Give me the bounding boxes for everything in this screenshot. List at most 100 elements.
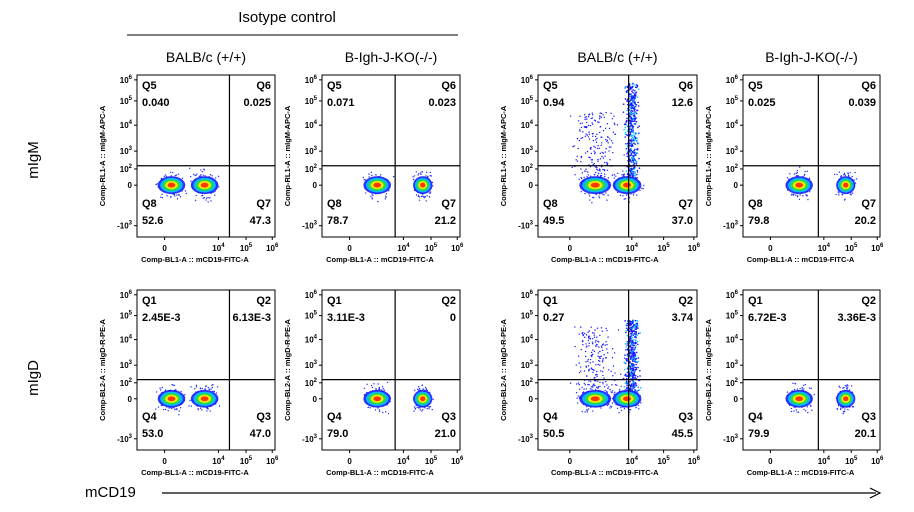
tick-label: 106 bbox=[120, 75, 133, 85]
event-dot bbox=[586, 121, 588, 124]
event-dot bbox=[577, 120, 580, 122]
event-dot bbox=[611, 174, 614, 176]
event-dot bbox=[842, 387, 844, 389]
event-dot bbox=[604, 175, 606, 178]
tick-exp: 5 bbox=[854, 456, 858, 462]
event-dot bbox=[575, 364, 578, 366]
event-dot bbox=[637, 105, 640, 107]
event-dot bbox=[381, 386, 384, 388]
event-dot bbox=[363, 387, 366, 390]
event-dot bbox=[626, 109, 628, 112]
tick-base: 10 bbox=[688, 244, 697, 253]
tick-label: 106 bbox=[871, 456, 884, 466]
tick-exp: 4 bbox=[827, 456, 831, 462]
event-dot bbox=[602, 343, 605, 345]
quadrant-value: 6.13E-3 bbox=[232, 312, 271, 324]
event-dot bbox=[799, 166, 801, 168]
event-dot bbox=[844, 408, 846, 410]
tick-label: 105 bbox=[845, 243, 858, 253]
event-dot bbox=[199, 387, 202, 389]
event-dot bbox=[625, 380, 628, 383]
event-dot bbox=[632, 130, 635, 133]
event-dot bbox=[413, 175, 416, 177]
event-dot bbox=[838, 194, 840, 196]
quadrant-name: Q4 bbox=[543, 411, 559, 423]
event-dot bbox=[612, 365, 615, 367]
event-dot bbox=[189, 176, 192, 178]
event-dot bbox=[633, 156, 635, 159]
event-dot bbox=[632, 355, 634, 358]
event-dot bbox=[633, 149, 635, 152]
event-dot bbox=[605, 340, 607, 343]
event-dot bbox=[624, 354, 626, 356]
event-dot bbox=[583, 170, 586, 172]
event-dot bbox=[636, 148, 638, 151]
event-dot bbox=[632, 127, 634, 129]
event-dot bbox=[808, 387, 811, 389]
event-dot bbox=[161, 193, 163, 196]
tick-label: 106 bbox=[266, 456, 279, 466]
event-dot bbox=[578, 129, 581, 131]
event-dot bbox=[635, 112, 638, 115]
event-dot bbox=[587, 365, 590, 367]
tick-base: -10 bbox=[518, 222, 530, 231]
tick-base: 10 bbox=[305, 76, 314, 85]
event-dot bbox=[599, 385, 601, 388]
plot-panel: Q50.025Q60.039Q879.8Q720.210610510410310… bbox=[704, 74, 884, 264]
event-dot bbox=[853, 179, 855, 181]
event-dot bbox=[605, 111, 607, 114]
quadrant-value: 79.0 bbox=[327, 428, 348, 440]
tick-label: -103 bbox=[723, 221, 739, 231]
event-dot bbox=[596, 133, 598, 136]
quadrant-value: 37.0 bbox=[672, 215, 693, 227]
event-dot bbox=[591, 388, 593, 390]
event-dot bbox=[578, 362, 580, 364]
density-core bbox=[167, 182, 176, 188]
event-dot bbox=[629, 149, 631, 151]
tick-exp: 5 bbox=[854, 243, 858, 249]
y-axis-title: Comp-BL2-A :: mIgD-R-PE-A bbox=[283, 319, 292, 421]
event-dot bbox=[211, 384, 213, 387]
event-dot bbox=[626, 89, 628, 92]
tick-label: 105 bbox=[240, 243, 253, 253]
event-dot bbox=[362, 176, 365, 179]
event-dot bbox=[593, 173, 596, 176]
tick-exp: 6 bbox=[314, 290, 318, 296]
column-title: B-Igh-J-KO(-/-) bbox=[345, 49, 438, 65]
event-dot bbox=[613, 352, 616, 354]
event-dot bbox=[617, 172, 619, 175]
event-dot bbox=[594, 341, 597, 343]
plot-panel: Q50.040Q60.025Q852.6Q747.310610510410310… bbox=[98, 74, 279, 264]
event-dot bbox=[592, 410, 594, 412]
tick-label: 105 bbox=[305, 96, 318, 106]
event-dot bbox=[633, 332, 636, 335]
event-dot bbox=[418, 196, 421, 198]
event-dot bbox=[594, 376, 596, 379]
tick-label: 106 bbox=[120, 290, 133, 300]
event-dot bbox=[625, 142, 627, 145]
event-dot bbox=[174, 408, 176, 410]
event-dot bbox=[603, 377, 605, 379]
event-dot bbox=[592, 349, 594, 351]
row-label: mIgD bbox=[25, 360, 42, 396]
quadrant-name: Q5 bbox=[543, 80, 558, 92]
event-dot bbox=[155, 391, 158, 393]
event-dot bbox=[807, 198, 809, 201]
tick-exp: 3 bbox=[735, 434, 739, 440]
tick-label: 0 bbox=[313, 395, 318, 404]
event-dot bbox=[166, 195, 168, 197]
quadrant-name: Q5 bbox=[142, 80, 157, 92]
event-dot bbox=[592, 338, 594, 340]
event-dot bbox=[600, 407, 602, 409]
event-dot bbox=[576, 402, 579, 404]
tick-base: 10 bbox=[521, 165, 530, 174]
event-dot bbox=[181, 177, 184, 180]
event-dot bbox=[190, 386, 192, 388]
tick-label: 102 bbox=[521, 378, 534, 388]
y-axis-title: Comp-RL1-A :: mIgM-APC-A bbox=[283, 105, 292, 206]
event-dot bbox=[385, 193, 388, 195]
quadrant-value: 0.071 bbox=[327, 97, 355, 109]
event-dot bbox=[637, 332, 640, 335]
event-dot bbox=[202, 197, 205, 199]
tick-label: 104 bbox=[521, 335, 534, 345]
